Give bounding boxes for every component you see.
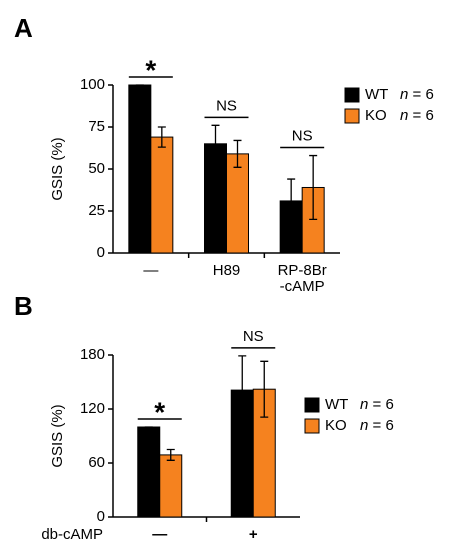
y-tick-label: 180 (80, 346, 105, 363)
significance-label: NS (292, 128, 313, 145)
error-bar (309, 154, 318, 221)
significance-label: NS (216, 97, 237, 114)
error-bar (287, 178, 296, 224)
bar (128, 84, 152, 254)
bar (226, 153, 249, 254)
significance-label: * (145, 54, 156, 85)
y-tick-label: 50 (88, 160, 105, 177)
legend-note: n = 6 (400, 86, 434, 103)
legend-label: WT (365, 86, 388, 103)
error-bar (157, 126, 166, 148)
error-bar (238, 355, 247, 425)
x-axis-label: db-cAMP (41, 526, 103, 543)
y-tick-label: 120 (80, 400, 105, 417)
legend-note: n = 6 (360, 417, 394, 434)
x-tick-label: H89 (213, 262, 241, 279)
y-tick-label: 60 (88, 454, 105, 471)
significance-label: * (154, 396, 165, 427)
significance-label: NS (243, 328, 264, 345)
y-tick-label: 0 (97, 244, 105, 261)
bar (159, 454, 183, 518)
legend-swatch (304, 418, 320, 434)
legend-label: KO (325, 417, 347, 434)
legend-label: WT (325, 396, 348, 413)
error-bar (211, 124, 220, 163)
error-bar (166, 448, 175, 461)
error-bar (260, 360, 269, 418)
legend-note: n = 6 (400, 107, 434, 124)
y-tick-label: 100 (80, 76, 105, 93)
y-axis-label: GSIS (%) (49, 404, 66, 467)
legend-swatch (304, 397, 320, 413)
x-tick-label: + (249, 526, 258, 543)
legend-swatch (344, 108, 360, 124)
y-tick-label: 75 (88, 118, 105, 135)
legend-note: n = 6 (360, 396, 394, 413)
y-tick-label: 25 (88, 202, 105, 219)
x-tick-label: RP-8Br -cAMP (278, 262, 327, 295)
legend-label: KO (365, 107, 387, 124)
bar (137, 426, 161, 518)
panel-label: B (14, 291, 33, 321)
y-axis-label: GSIS (%) (49, 137, 66, 200)
legend-swatch (344, 87, 360, 103)
x-tick-label: — (152, 526, 167, 543)
x-tick-label: — (143, 262, 158, 279)
bar (150, 136, 174, 254)
y-tick-label: 0 (97, 508, 105, 525)
panel-label: A (14, 13, 33, 43)
error-bar (233, 139, 242, 168)
